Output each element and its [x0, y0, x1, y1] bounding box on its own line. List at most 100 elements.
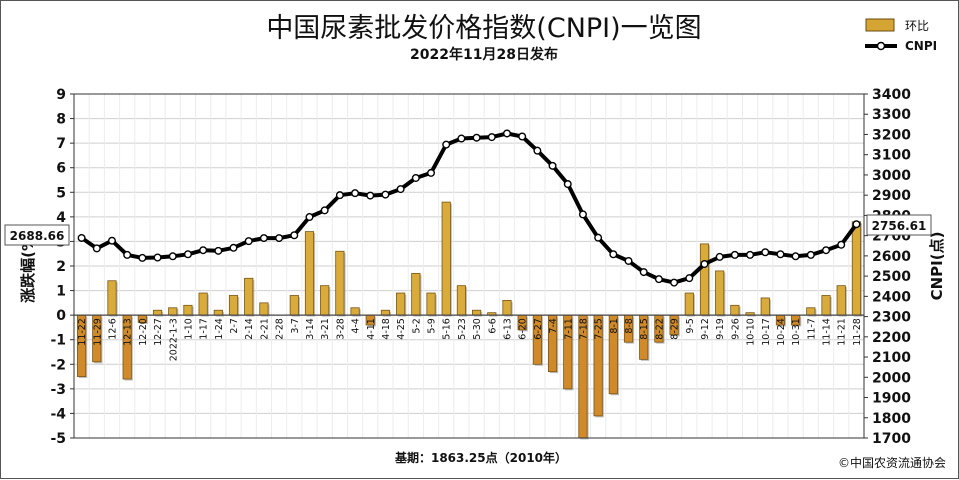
cnpi-point-4-11 — [366, 191, 375, 200]
y-right-tick-label: 2000 — [872, 370, 911, 386]
y-left-tick-label: 0 — [56, 308, 66, 324]
x-tick-label: 1-24 — [214, 318, 225, 340]
cnpi-point-5-30 — [472, 133, 481, 142]
bar-2-21 — [259, 302, 269, 316]
x-tick-label: 1-17 — [199, 318, 210, 340]
cnpi-point-8-1 — [609, 250, 618, 259]
start-callout-box — [4, 224, 70, 246]
bar-2-7 — [228, 295, 239, 316]
bar-9-5 — [684, 292, 694, 316]
start-callout-text: 2688.66 — [10, 229, 65, 243]
y-left-tick-label: 8 — [56, 112, 66, 128]
cnpi-point-12-6 — [107, 236, 116, 245]
y-right-tick-label: 1800 — [872, 411, 911, 427]
cnpi-point-3-28 — [335, 191, 344, 200]
x-tick-label: 2-14 — [244, 318, 255, 340]
x-tick-label: 10-10 — [746, 318, 757, 346]
cnpi-point-10-24 — [776, 250, 785, 259]
x-tick-label: 10-17 — [761, 318, 772, 346]
y-right-tick-label: 3000 — [872, 168, 911, 184]
x-tick-label: 8-29 — [670, 318, 681, 340]
cnpi-point-7-18 — [578, 210, 587, 219]
x-tick-label: 5-16 — [442, 318, 453, 340]
cnpi-point-11-28 — [852, 220, 861, 229]
bar-3-21 — [320, 285, 330, 316]
y-right-axis-label: CNPI(点) — [928, 232, 946, 301]
y-left-tick-label: -5 — [50, 431, 66, 447]
cnpi-point-3-7 — [290, 231, 299, 240]
x-tick-label: 4-11 — [366, 318, 377, 340]
x-tick-label: 11-28 — [852, 318, 863, 346]
x-tick-label: 8-8 — [624, 318, 635, 334]
end-callout-text: 2756.61 — [872, 219, 927, 233]
x-tick-label: 11-22 — [77, 318, 88, 346]
cnpi-point-11-21 — [837, 240, 846, 249]
x-tick-label: 5-30 — [472, 318, 483, 340]
cnpi-point-10-17 — [761, 248, 770, 257]
cnpi-point-12-20 — [138, 253, 147, 262]
y-right-tick-label: 2200 — [872, 330, 911, 346]
x-tick-label: 3-7 — [290, 318, 301, 334]
y-left-tick-label: -3 — [50, 382, 66, 398]
cnpi-point-5-16 — [442, 140, 451, 149]
y-right-tick-label: 1700 — [872, 431, 911, 447]
y-right-tick-label: 1900 — [872, 391, 911, 407]
y-left-tick-label: -1 — [50, 333, 66, 349]
legend-line-marker — [876, 41, 886, 51]
cnpi-point-3-14 — [305, 213, 314, 222]
cnpi-point-4-18 — [381, 190, 390, 199]
x-tick-label: 7-11 — [563, 318, 574, 340]
x-tick-label: 12-13 — [123, 318, 134, 346]
y-left-tick-label: 9 — [56, 87, 66, 103]
x-tick-label: 6-27 — [533, 318, 544, 340]
bar-12-27 — [152, 309, 163, 316]
cnpi-point-9-26 — [730, 250, 739, 259]
y-right-tick-label: 3400 — [872, 87, 911, 103]
cnpi-point-11-14 — [822, 246, 831, 255]
source-credit: ©中国农资流通协会 — [838, 455, 946, 470]
x-tick-label: 11-29 — [92, 318, 103, 346]
x-tick-label: 1-10 — [183, 318, 194, 340]
cnpi-point-11-29 — [92, 244, 101, 253]
cnpi-point-11-7 — [806, 250, 815, 259]
cnpi-point-9-19 — [715, 252, 724, 261]
bar-4-18 — [380, 309, 391, 316]
bar-5-2 — [411, 272, 421, 316]
cnpi-point-6-13 — [502, 129, 511, 138]
bar-3-14 — [304, 231, 315, 316]
start-value-callout: 2688.66 — [4, 224, 70, 246]
x-tick-labels: 11-22 11-29 12-6 12-13 12-20 12-27 2022-1-3 1-1… — [77, 318, 863, 361]
cnpi-line — [80, 131, 859, 285]
cnpi-point-10-31 — [791, 252, 800, 261]
y-right-tick-label: 3100 — [872, 148, 911, 164]
bar-1-24 — [213, 309, 223, 316]
x-tick-label: 6-13 — [503, 318, 514, 340]
x-tick-label: 10-24 — [776, 318, 787, 346]
bar-11-14 — [821, 295, 831, 316]
y-right-tick-label: 2600 — [872, 249, 911, 265]
cnpi-point-9-12 — [700, 259, 709, 268]
cnpi-point-4-25 — [396, 185, 405, 194]
x-tick-label: 12-27 — [153, 318, 164, 346]
y-right-tick-label: 3300 — [872, 107, 911, 123]
y-left-tick-label: -2 — [50, 357, 66, 373]
x-tick-label: 6-20 — [518, 318, 529, 340]
cnpi-point-4-4 — [351, 189, 360, 198]
cnpi-point-1-10 — [183, 250, 192, 259]
x-tick-label: 9-19 — [715, 318, 726, 340]
y-right-tick-label: 2300 — [872, 310, 911, 326]
cnpi-point-1-17 — [199, 246, 208, 255]
bar-5-23 — [456, 285, 466, 316]
cnpi-point-8-22 — [654, 275, 663, 284]
plot-border — [73, 93, 865, 439]
cnpi-point-9-5 — [685, 274, 694, 283]
base-period-note: 基期：1863.25点（2010年） — [394, 450, 567, 465]
legend: 环比 CNPI — [865, 18, 937, 53]
bar-4-4 — [350, 307, 360, 316]
x-tick-label: 9-5 — [685, 318, 696, 334]
y-right-tick-label: 2400 — [872, 289, 911, 305]
x-tick-label: 4-4 — [351, 318, 362, 334]
cnpi-point-2-21 — [259, 234, 268, 243]
